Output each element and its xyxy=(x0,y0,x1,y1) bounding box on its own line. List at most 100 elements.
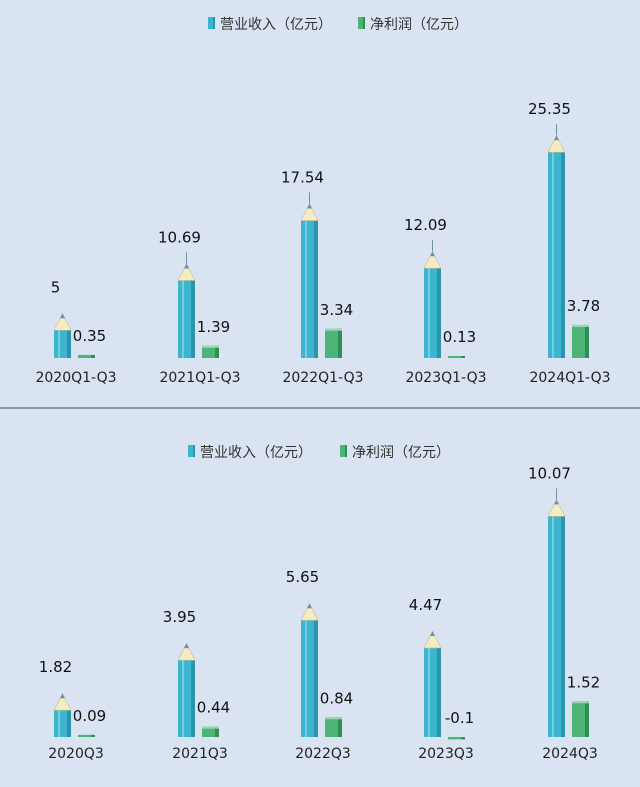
category-tick-label: 2022Q1-Q3 xyxy=(282,370,363,386)
profit-bar-shade xyxy=(215,726,219,737)
profit-bar-shade xyxy=(338,717,342,737)
profit-bar-shade xyxy=(215,345,219,358)
legend-swatch-shade-profit xyxy=(345,445,347,457)
profit-bar xyxy=(202,345,219,358)
revenue-bar-shade xyxy=(437,268,441,358)
profit-value-label: 0.13 xyxy=(443,328,476,346)
pencil-lead xyxy=(554,499,559,505)
pencil-tip xyxy=(177,643,196,661)
pencil-lead xyxy=(554,135,559,141)
category-tick-label: 2021Q1-Q3 xyxy=(159,370,240,386)
profit-bar xyxy=(448,737,465,740)
profit-value-label: 0.09 xyxy=(73,707,106,725)
profit-bar xyxy=(325,328,342,358)
revenue-value-label: 17.54 xyxy=(281,169,324,187)
pencil-lead xyxy=(307,603,312,609)
category-group: 1.82 0.09 2020Q3 xyxy=(39,658,106,762)
legend-label-profit: 净利润（亿元） xyxy=(370,17,468,33)
profit-bar-shade xyxy=(461,356,465,358)
legend-swatch-revenue xyxy=(208,17,213,29)
category-group: 3.95 0.44 2021Q3 xyxy=(163,608,230,762)
chart-panel-quarterly: 营业收入（亿元） 净利润（亿元） 1.82 0.09 2020Q3 3.95 0.44 202… xyxy=(0,409,640,787)
profit-bar-cap xyxy=(202,726,219,729)
profit-bar-cap xyxy=(325,328,342,331)
pencil-lead xyxy=(184,263,189,269)
profit-bar-cap xyxy=(572,324,589,327)
chart-panel-ytd: 营业收入（亿元） 净利润（亿元） 5 0.35 2020Q1-Q3 10.69 1.39 20… xyxy=(35,17,611,386)
revenue-value-label: 4.47 xyxy=(409,596,442,614)
profit-bar xyxy=(572,701,589,737)
category-tick-label: 2023Q3 xyxy=(418,746,474,762)
legend-swatch-shade-profit xyxy=(363,17,365,29)
revenue-bar-highlight xyxy=(58,330,60,358)
pencil-lead xyxy=(184,643,189,649)
quarterly-chart-svg: 营业收入（亿元） 净利润（亿元） 1.82 0.09 2020Q3 3.95 0.44 202… xyxy=(39,445,600,762)
profit-bar xyxy=(78,734,95,737)
pencil-lead xyxy=(60,693,65,699)
pencil-lead xyxy=(430,251,435,257)
pencil-tip xyxy=(300,203,319,221)
profit-value-label: 1.52 xyxy=(567,673,600,691)
revenue-bar-shade xyxy=(561,152,565,358)
profit-bar-cap xyxy=(325,717,342,720)
legend-swatch-profit xyxy=(358,17,363,29)
category-group: 4.47 -0.1 2023Q3 xyxy=(409,596,474,762)
legend-label-revenue: 营业收入（亿元） xyxy=(200,445,312,461)
category-tick-label: 2020Q3 xyxy=(48,746,104,762)
category-group: 17.54 3.34 2022Q1-Q3 xyxy=(281,169,364,386)
category-group: 10.69 1.39 2021Q1-Q3 xyxy=(158,228,241,386)
category-tick-label: 2022Q3 xyxy=(295,746,351,762)
legend-swatch-revenue xyxy=(188,445,193,457)
pencil-tip xyxy=(53,313,72,331)
profit-bar xyxy=(448,356,465,358)
category-tick-label: 2024Q3 xyxy=(542,746,598,762)
ytd-chart-svg: 营业收入（亿元） 净利润（亿元） 5 0.35 2020Q1-Q3 10.69 1.39 20… xyxy=(35,17,611,386)
revenue-value-label: 5 xyxy=(51,278,61,296)
pencil-lead xyxy=(60,313,65,319)
revenue-bar-highlight xyxy=(58,710,60,737)
profit-value-label: 0.35 xyxy=(73,327,106,345)
revenue-bar-highlight xyxy=(428,268,430,358)
category-tick-label: 2021Q3 xyxy=(172,746,228,762)
revenue-bar-shade xyxy=(67,330,71,358)
profit-value-label: -0.1 xyxy=(445,709,474,727)
legend-swatch-shade-revenue xyxy=(193,445,195,457)
category-tick-label: 2024Q1-Q3 xyxy=(529,370,610,386)
profit-bar-shade xyxy=(585,701,589,737)
legend: 营业收入（亿元） 净利润（亿元） xyxy=(208,17,468,33)
profit-bar-shade xyxy=(91,734,95,737)
profit-bar xyxy=(572,324,589,358)
legend-label-profit: 净利润（亿元） xyxy=(352,445,450,461)
revenue-bar-highlight xyxy=(428,647,430,737)
revenue-value-label: 10.69 xyxy=(158,228,201,246)
revenue-value-label: 5.65 xyxy=(286,568,319,586)
pencil-tip xyxy=(53,693,72,711)
profit-bar-shade xyxy=(585,324,589,358)
legend-label-revenue: 营业收入（亿元） xyxy=(220,17,332,33)
profit-bar xyxy=(202,726,219,737)
legend-swatch-shade-revenue xyxy=(213,17,215,29)
legend: 营业收入（亿元） 净利润（亿元） xyxy=(188,445,450,461)
pencil-tip xyxy=(300,603,319,621)
profit-value-label: 0.84 xyxy=(320,689,353,707)
revenue-bar-highlight xyxy=(552,152,554,358)
category-group: 25.35 3.78 2024Q1-Q3 xyxy=(528,100,611,386)
profit-bar-cap xyxy=(202,345,219,348)
revenue-value-label: 3.95 xyxy=(163,608,196,626)
revenue-bar-shade xyxy=(314,620,318,737)
pencil-tip xyxy=(423,251,442,269)
revenue-bar-shade xyxy=(191,280,195,358)
revenue-bar-highlight xyxy=(305,620,307,737)
category-tick-label: 2023Q1-Q3 xyxy=(405,370,486,386)
revenue-bar-highlight xyxy=(305,220,307,358)
pencil-tip xyxy=(177,263,196,281)
pencil-tip xyxy=(423,631,442,649)
profit-value-label: 1.39 xyxy=(197,318,230,336)
panel-divider xyxy=(0,407,640,409)
profit-bar-cap xyxy=(572,701,589,704)
pencil-lead xyxy=(307,203,312,209)
legend-swatch-profit xyxy=(340,445,345,457)
profit-value-label: 3.78 xyxy=(567,297,600,315)
pencil-tip xyxy=(547,499,566,517)
